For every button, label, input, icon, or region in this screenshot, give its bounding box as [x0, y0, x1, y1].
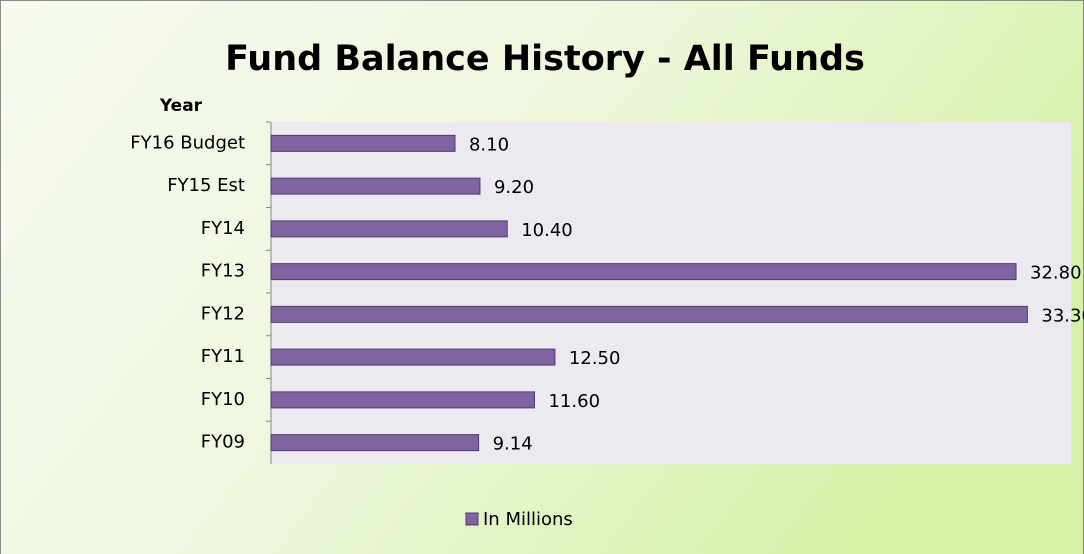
bar	[270, 177, 481, 195]
bar	[270, 391, 535, 409]
data-label: 9.14	[493, 434, 533, 455]
y-tick-label: FY16 Budget	[130, 132, 245, 153]
data-label: 33.30	[1041, 305, 1084, 326]
plot-area	[271, 122, 1071, 464]
y-tick-label: FY14	[201, 218, 245, 239]
data-label: 11.60	[548, 391, 600, 412]
y-tick-label: FY11	[201, 346, 245, 367]
bar	[270, 263, 1017, 281]
y-axis-title: Year	[159, 96, 203, 116]
y-tick-label: FY13	[201, 261, 245, 282]
bar	[270, 134, 456, 152]
legend-swatch	[465, 512, 479, 526]
data-label: 12.50	[569, 348, 621, 369]
legend-label: In Millions	[483, 509, 573, 530]
data-label: 9.20	[494, 177, 534, 198]
bar	[270, 348, 556, 366]
bar	[270, 434, 480, 452]
chart-title: Fund Balance History - All Funds	[225, 39, 865, 79]
y-tick-label: FY10	[201, 389, 245, 410]
data-label: 32.80	[1030, 263, 1082, 284]
data-label: 8.10	[469, 134, 509, 155]
y-tick-label: FY12	[201, 303, 245, 324]
bar	[270, 305, 1028, 323]
data-label: 10.40	[521, 220, 573, 241]
bar	[270, 220, 508, 238]
y-tick-label: FY09	[201, 432, 245, 453]
y-tick-label: FY15 Est	[167, 175, 245, 196]
